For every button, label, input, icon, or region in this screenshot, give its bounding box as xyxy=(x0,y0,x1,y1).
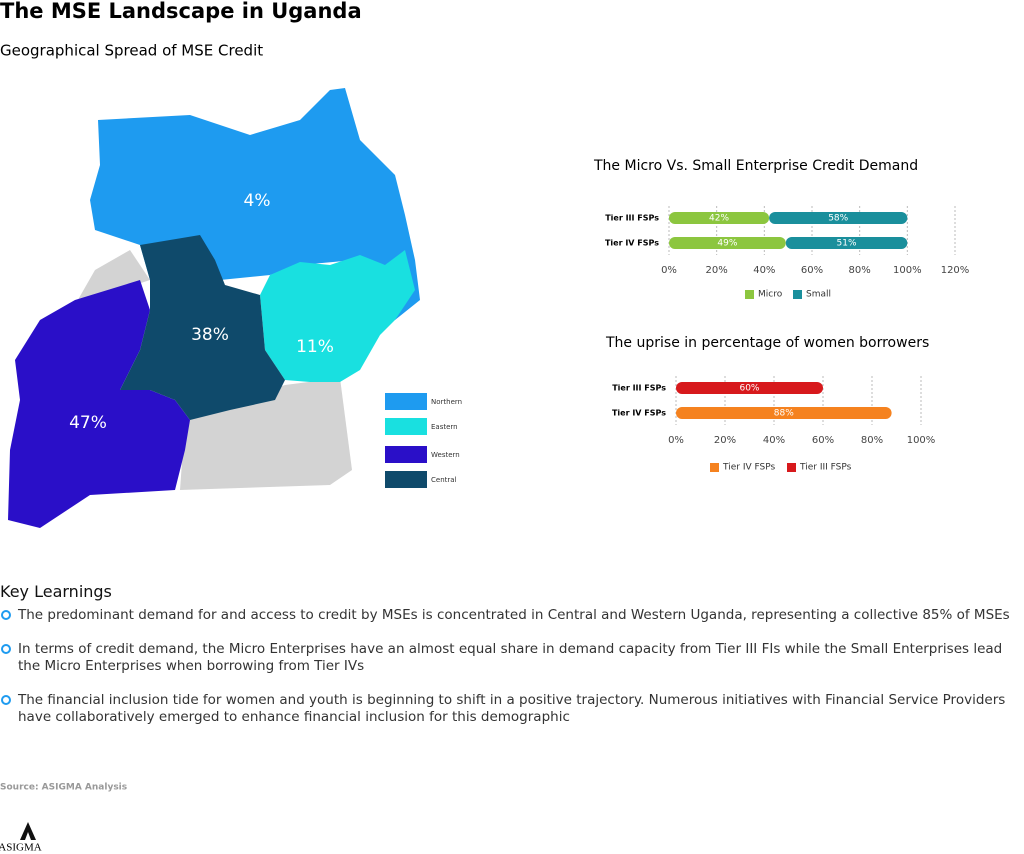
y-tick-label: Tier III FSPs xyxy=(612,384,666,393)
bar xyxy=(676,407,892,419)
source: Source: ASIGMA Analysis xyxy=(0,783,127,793)
legend-label: Micro xyxy=(758,290,783,300)
x-tick-label: 80% xyxy=(849,265,871,276)
legend-swatch xyxy=(385,471,427,488)
x-tick-label: 60% xyxy=(812,435,834,446)
map-other xyxy=(180,378,352,490)
legend-swatch xyxy=(385,418,427,435)
x-tick-label: 20% xyxy=(706,265,728,276)
bar xyxy=(669,237,786,249)
x-tick-label: 100% xyxy=(907,435,936,446)
map-region xyxy=(260,250,415,382)
x-tick-label: 80% xyxy=(861,435,883,446)
legend-swatch xyxy=(710,463,719,472)
legend-label: Tier IV FSPs xyxy=(722,463,775,473)
region-label: 4% xyxy=(244,191,271,211)
bar xyxy=(769,212,908,224)
data-label: 42% xyxy=(709,214,729,224)
data-label: 49% xyxy=(717,239,737,249)
logo-mark xyxy=(20,822,36,840)
x-tick-label: 0% xyxy=(661,265,677,276)
page-title: The MSE Landscape in Uganda xyxy=(0,0,362,23)
learning-item: The predominant demand for and access to… xyxy=(0,607,1010,624)
x-tick-label: 40% xyxy=(753,265,775,276)
bar xyxy=(785,237,908,249)
bullet xyxy=(1,610,11,620)
chart-title: The Micro Vs. Small Enterprise Credit De… xyxy=(593,158,918,174)
map: 4% 11% 47% 38% xyxy=(8,88,420,528)
x-tick-label: 120% xyxy=(941,265,970,276)
bullet xyxy=(1,695,11,705)
learning-text: The predominant demand for and access to… xyxy=(18,607,1010,623)
legend-swatch xyxy=(745,290,754,299)
bar xyxy=(669,212,770,224)
key-learnings-title: Key Learnings xyxy=(0,582,112,601)
legend-swatch xyxy=(787,463,796,472)
y-tick-label: Tier III FSPs xyxy=(605,214,659,223)
legend-label: Tier III FSPs xyxy=(799,463,852,473)
learning-text: The financial inclusion tide for women a… xyxy=(18,692,1006,725)
x-tick-label: 40% xyxy=(763,435,785,446)
region-label: 11% xyxy=(296,337,334,357)
legend-label: Small xyxy=(806,290,831,300)
x-tick-label: 20% xyxy=(714,435,736,446)
map-other xyxy=(75,250,150,305)
legend-label: Central xyxy=(431,476,457,484)
map-title: Geographical Spread of MSE Credit xyxy=(0,42,263,60)
learning-item: The financial inclusion tide for women a… xyxy=(0,692,1010,726)
legend-label: Eastern xyxy=(431,423,458,431)
data-label: 51% xyxy=(837,239,857,249)
key-learnings: Key Learnings The predominant demand for… xyxy=(0,582,1010,743)
data-label: 58% xyxy=(828,214,848,224)
data-label: 88% xyxy=(774,409,794,419)
map-region xyxy=(120,235,285,420)
map-region xyxy=(8,280,190,528)
learning-item: In terms of credit demand, the Micro Ent… xyxy=(0,641,1010,675)
map-legend: Northern Eastern Western Central xyxy=(385,393,462,488)
key-learnings-list: The predominant demand for and access to… xyxy=(0,607,1010,726)
y-tick-label: Tier IV FSPs xyxy=(605,239,659,248)
x-tick-label: 0% xyxy=(668,435,684,446)
legend-label: Western xyxy=(431,451,460,459)
chart-title: The uprise in percentage of women borrow… xyxy=(605,335,929,351)
legend-label: Northern xyxy=(431,398,462,406)
logo: ASIGMA xyxy=(0,842,42,854)
data-label: 60% xyxy=(739,384,759,394)
learning-text: In terms of credit demand, the Micro Ent… xyxy=(18,641,1003,674)
x-tick-label: 100% xyxy=(893,265,922,276)
legend-swatch xyxy=(793,290,802,299)
legend-swatch xyxy=(385,446,427,463)
legend-swatch xyxy=(385,393,427,410)
region-label: 38% xyxy=(191,325,229,345)
bullet xyxy=(1,644,11,654)
region-label: 47% xyxy=(69,413,107,433)
y-tick-label: Tier IV FSPs xyxy=(612,409,666,418)
bar xyxy=(676,382,823,394)
x-tick-label: 60% xyxy=(801,265,823,276)
